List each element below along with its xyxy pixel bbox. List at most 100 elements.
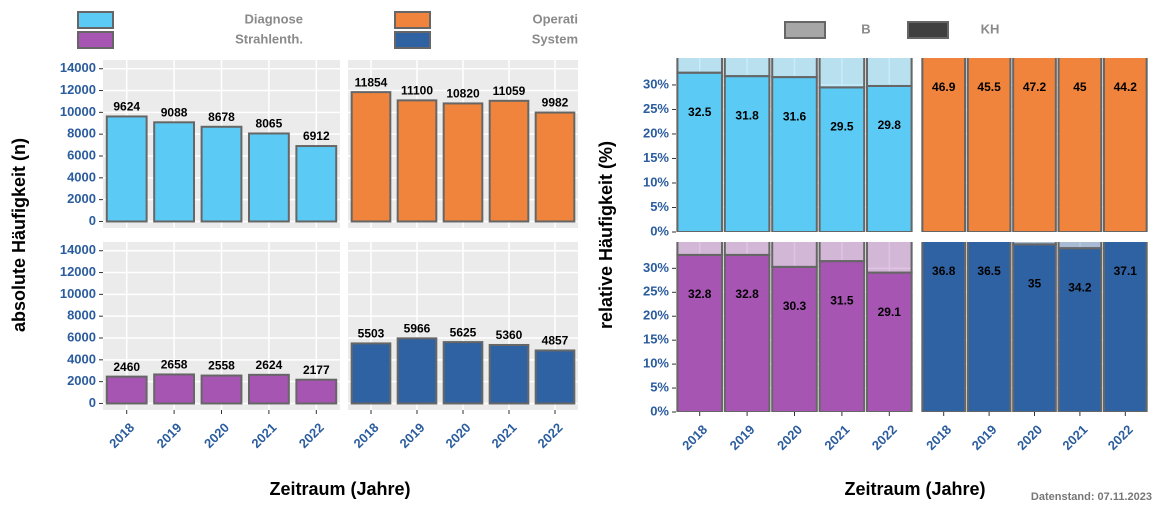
bars [921, 0, 1148, 232]
value-label: 47.2 [1023, 80, 1047, 94]
y-tick-label: 2000 [67, 191, 96, 206]
bar [488, 343, 530, 405]
value-label: 32.5 [688, 105, 712, 119]
value-label: 2658 [161, 358, 188, 372]
y-tick-label: 25% [643, 101, 669, 116]
bar-kh [1102, 58, 1148, 232]
legend-swatch [77, 11, 114, 29]
legend-label: System [532, 31, 578, 46]
y-tick-label: 10000 [60, 104, 96, 119]
legend-swatch [77, 31, 114, 49]
y-tick-label: 5% [650, 199, 669, 214]
bar-b [1013, 0, 1056, 1]
y-tick-label: 14000 [60, 242, 96, 257]
value-label: 9624 [113, 100, 140, 114]
legend-swatch [907, 21, 949, 39]
bar [105, 375, 148, 405]
bar-kh [723, 75, 771, 232]
value-label: 36.5 [977, 264, 1001, 278]
bar-kh [1057, 247, 1103, 412]
value-label: 34.2 [1068, 280, 1092, 294]
bar [396, 337, 438, 405]
bar [488, 99, 530, 223]
value-label: 11100 [401, 84, 433, 98]
bar-b [968, 0, 1011, 9]
value-label: 11854 [355, 75, 388, 89]
legend-label: Strahlenth. [235, 31, 303, 46]
y-tick-label: 4000 [67, 169, 96, 184]
value-label: 5503 [358, 327, 385, 341]
bar-kh [866, 271, 913, 412]
x-tick-label: 2022 [296, 420, 327, 451]
bar-kh [818, 260, 866, 412]
bar-b [723, 58, 771, 78]
bar [295, 145, 338, 223]
bar [105, 115, 148, 223]
bar-kh [771, 76, 818, 232]
y-tick-label: 6000 [67, 147, 96, 162]
bar-kh [723, 253, 771, 412]
legend-label: KH [981, 21, 1000, 36]
y-tick-label: 15% [643, 150, 669, 165]
bar-kh [1012, 58, 1057, 232]
y-tick-label: 30% [643, 260, 669, 275]
x-tick-label: 2022 [534, 420, 565, 451]
value-label: 2460 [113, 360, 140, 374]
bars [921, 242, 1148, 412]
x-tick-label: 2018 [923, 422, 954, 453]
value-label: 10820 [446, 87, 480, 101]
y-tick-label: 0% [650, 223, 669, 238]
bar-b [866, 242, 913, 274]
value-label: 2558 [208, 359, 235, 373]
bar-b [818, 58, 866, 89]
bar-kh [1012, 243, 1057, 412]
bar-kh [771, 265, 818, 412]
bar [350, 342, 392, 405]
bar-kh [676, 71, 723, 232]
y-tick-label: 20% [643, 125, 669, 140]
bar-b [922, 0, 965, 2]
value-label: 5360 [496, 328, 523, 342]
x-tick-label: 2022 [1105, 422, 1136, 453]
value-label: 35 [1028, 277, 1042, 291]
bar [295, 378, 338, 405]
legend-label: Diagnose [244, 11, 303, 26]
x-tick-label: 2018 [106, 420, 137, 451]
y-tick-label: 14000 [60, 60, 96, 75]
y-tick-label: 10% [643, 174, 669, 189]
value-label: 46.9 [932, 80, 956, 94]
x-tick-label: 2018 [350, 420, 381, 451]
y-tick-label: 6000 [67, 329, 96, 344]
bar [442, 341, 484, 405]
bar [350, 91, 392, 223]
bar-kh [676, 253, 723, 412]
x-tick-label: 2018 [679, 422, 710, 453]
y-tick-label: 2000 [67, 373, 96, 388]
value-label: 45.5 [977, 80, 1001, 94]
bar [534, 349, 576, 405]
x-tick-label: 2019 [727, 422, 758, 453]
value-label: 5966 [404, 322, 431, 336]
value-label: 9982 [542, 96, 569, 110]
bar-kh [866, 84, 913, 232]
legend-swatch [784, 21, 826, 39]
bar [200, 374, 243, 405]
value-label: 8678 [208, 110, 235, 124]
bar-b [1012, 242, 1057, 246]
x-tick-label: 2019 [396, 420, 427, 451]
y-tick-label: 25% [643, 284, 669, 299]
legend-swatch [394, 31, 431, 49]
bar-kh [818, 86, 866, 232]
value-label: 29.1 [878, 305, 902, 319]
x-tick-label: 2019 [969, 422, 1000, 453]
footnote: Datenstand: 07.11.2023 [1031, 491, 1152, 503]
bar-b [818, 242, 866, 263]
bar [153, 121, 196, 223]
y-tick-label: 15% [643, 332, 669, 347]
bar-b [771, 58, 818, 79]
y-tick-label: 5% [650, 379, 669, 394]
legend-label: Operati [532, 11, 578, 26]
bar-b [676, 242, 723, 256]
x-tick-label: 2020 [201, 420, 232, 451]
